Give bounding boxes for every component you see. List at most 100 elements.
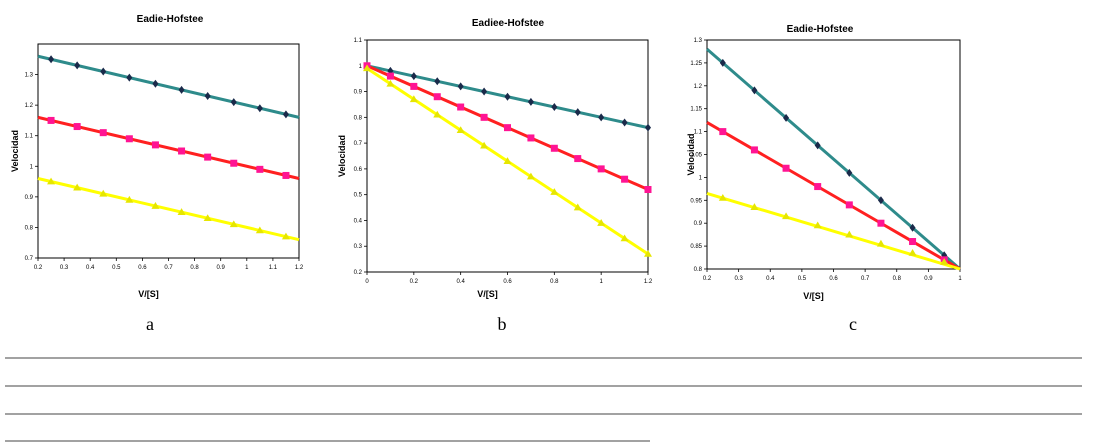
data-point <box>621 175 629 183</box>
data-point <box>480 113 488 121</box>
data-point <box>597 219 606 226</box>
data-point <box>434 77 441 86</box>
data-point <box>813 221 822 229</box>
data-point <box>504 124 511 132</box>
data-point <box>597 165 605 173</box>
data-point <box>151 141 159 149</box>
data-point <box>877 196 884 205</box>
data-point <box>574 155 582 163</box>
y-axis-label: Velocidad <box>686 133 696 175</box>
data-point <box>456 126 465 134</box>
data-point <box>598 113 605 122</box>
data-point <box>845 201 853 209</box>
series-line <box>37 115 300 180</box>
data-point <box>178 85 185 94</box>
chart-title: Eadiee-Hofstee <box>472 18 545 29</box>
plot-area <box>37 43 300 259</box>
y-tick-label: 0.6 <box>354 167 363 173</box>
data-point <box>719 128 727 136</box>
data-point <box>940 258 949 265</box>
data-point <box>481 87 488 96</box>
x-tick-label: 1 <box>599 279 603 285</box>
data-point <box>527 134 535 142</box>
y-tick-label: 0.4 <box>354 218 363 224</box>
data-point <box>845 230 854 238</box>
data-point <box>410 72 417 81</box>
data-point <box>573 203 582 211</box>
y-tick-label: 0.85 <box>690 244 702 250</box>
data-point <box>99 129 107 137</box>
data-point <box>229 220 238 228</box>
y-tick-label: 0.7 <box>354 141 363 147</box>
y-tick-label: 1.1 <box>25 134 34 140</box>
chart-panel-a: Eadie-Hofstee 0.2 0.3 0.4 0.5 0.6 0.7 0.8 0.9 1 1.… <box>10 14 304 334</box>
data-point <box>386 72 394 80</box>
x-tick-label: 1 <box>245 265 249 271</box>
x-tick-label: 0.3 <box>734 276 743 282</box>
data-point <box>644 249 652 257</box>
x-tick-label: 0.8 <box>190 265 199 271</box>
data-point <box>814 183 822 191</box>
x-tick-label: 0.8 <box>550 279 559 285</box>
y-tick-label: 1.2 <box>25 103 34 109</box>
series-2 <box>706 191 961 271</box>
data-point <box>178 147 186 155</box>
data-point <box>255 226 264 234</box>
data-point <box>126 73 133 82</box>
data-point <box>620 234 629 242</box>
y-tick-label: 1.1 <box>354 38 363 44</box>
data-point <box>480 141 489 149</box>
data-point <box>574 108 581 117</box>
series-2 <box>37 177 300 242</box>
y-tick-label: 1.3 <box>25 73 34 79</box>
y-tick-label: 0.2 <box>354 270 363 276</box>
data-point <box>73 183 82 191</box>
series-2 <box>363 64 652 257</box>
x-tick-label: 0.5 <box>798 276 807 282</box>
y-tick-label: 0.5 <box>354 193 363 199</box>
x-tick-label: 0.4 <box>86 265 95 271</box>
y-tick-label: 0.8 <box>354 115 363 121</box>
data-point <box>621 118 628 127</box>
data-point <box>457 103 465 111</box>
y-tick-label: 0.9 <box>25 195 34 201</box>
data-point <box>644 186 652 194</box>
x-tick-label: 0.2 <box>34 265 43 271</box>
data-point <box>782 212 791 220</box>
y-tick-label: 1.3 <box>694 38 703 44</box>
series-1 <box>37 115 300 180</box>
y-tick-label: 0.8 <box>25 225 34 231</box>
x-axis-label: V/[S] <box>477 289 498 299</box>
chart-panel-c: Eadie-Hofstee 0.2 0.3 0.4 0.5 0.6 0.7 0.8 0.9 1 0.… <box>686 24 962 334</box>
x-tick-label: 0.3 <box>60 265 69 271</box>
data-point <box>204 153 212 161</box>
x-tick-label: 0.2 <box>410 279 419 285</box>
data-point <box>526 172 535 180</box>
panel-letter: b <box>498 314 507 334</box>
y-tick-label: 1 <box>699 175 703 181</box>
panel-letter: a <box>146 314 154 334</box>
x-tick-label: 1.2 <box>644 279 653 285</box>
data-point <box>125 135 133 143</box>
series-0 <box>706 48 961 271</box>
y-tick-label: 1 <box>359 64 363 70</box>
series-line <box>37 54 300 119</box>
data-point <box>504 92 511 101</box>
answer-lines <box>5 357 1082 442</box>
y-tick-label: 0.8 <box>694 267 703 273</box>
x-tick-label: 0.9 <box>924 276 933 282</box>
y-tick-label: 0.95 <box>690 198 702 204</box>
data-point <box>203 214 212 222</box>
data-point <box>645 123 651 132</box>
y-axis-label: Velocidad <box>10 130 20 172</box>
data-point <box>256 104 263 113</box>
x-axis-label: V/[S] <box>138 289 159 299</box>
data-point <box>152 79 159 88</box>
data-point <box>782 164 790 172</box>
x-tick-label: 0.4 <box>456 279 465 285</box>
series-0 <box>364 61 651 132</box>
data-point <box>48 55 55 64</box>
x-tick-label: 0.5 <box>112 265 121 271</box>
